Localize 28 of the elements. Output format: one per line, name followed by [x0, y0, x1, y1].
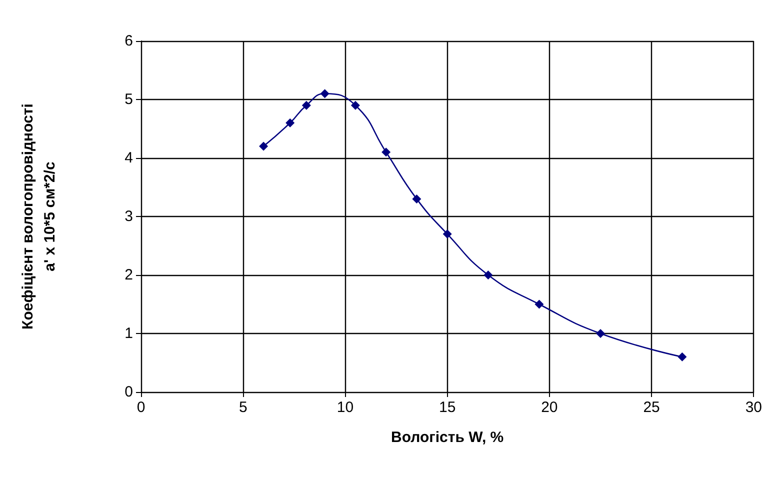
- y-axis-title: Коефіцієнт вологопровідності a' x 10*5 см*2/с: [20, 104, 58, 330]
- point: [484, 270, 493, 280]
- point: [382, 148, 391, 157]
- x-axis-title: Вологість W, %: [391, 429, 504, 446]
- x-tick-label: 5: [238, 399, 248, 416]
- point: [412, 194, 422, 204]
- y-tick-label: 3: [124, 208, 133, 225]
- point: [350, 100, 360, 110]
- x-tick-label: 15: [438, 399, 456, 416]
- point: [302, 100, 311, 110]
- x-tick-label: 0: [136, 399, 146, 416]
- point: [286, 118, 295, 128]
- x-tick-label: 20: [541, 399, 558, 416]
- point: [596, 329, 605, 338]
- point: [534, 300, 544, 309]
- y-tick-label: 1: [124, 325, 133, 342]
- point: [320, 89, 330, 98]
- point: [259, 142, 268, 151]
- y-tick-label: 6: [124, 32, 133, 50]
- y-tick-label: 5: [124, 91, 133, 108]
- x-tick-label: 30: [745, 399, 762, 416]
- y-tick-label: 0: [124, 384, 133, 400]
- x-tick-label: 25: [643, 399, 660, 416]
- point: [678, 352, 687, 362]
- point: [442, 230, 452, 239]
- y-tick-label: 2: [124, 266, 133, 284]
- y-tick-label: 4: [124, 150, 133, 166]
- x-tick-label: 10: [336, 399, 354, 416]
